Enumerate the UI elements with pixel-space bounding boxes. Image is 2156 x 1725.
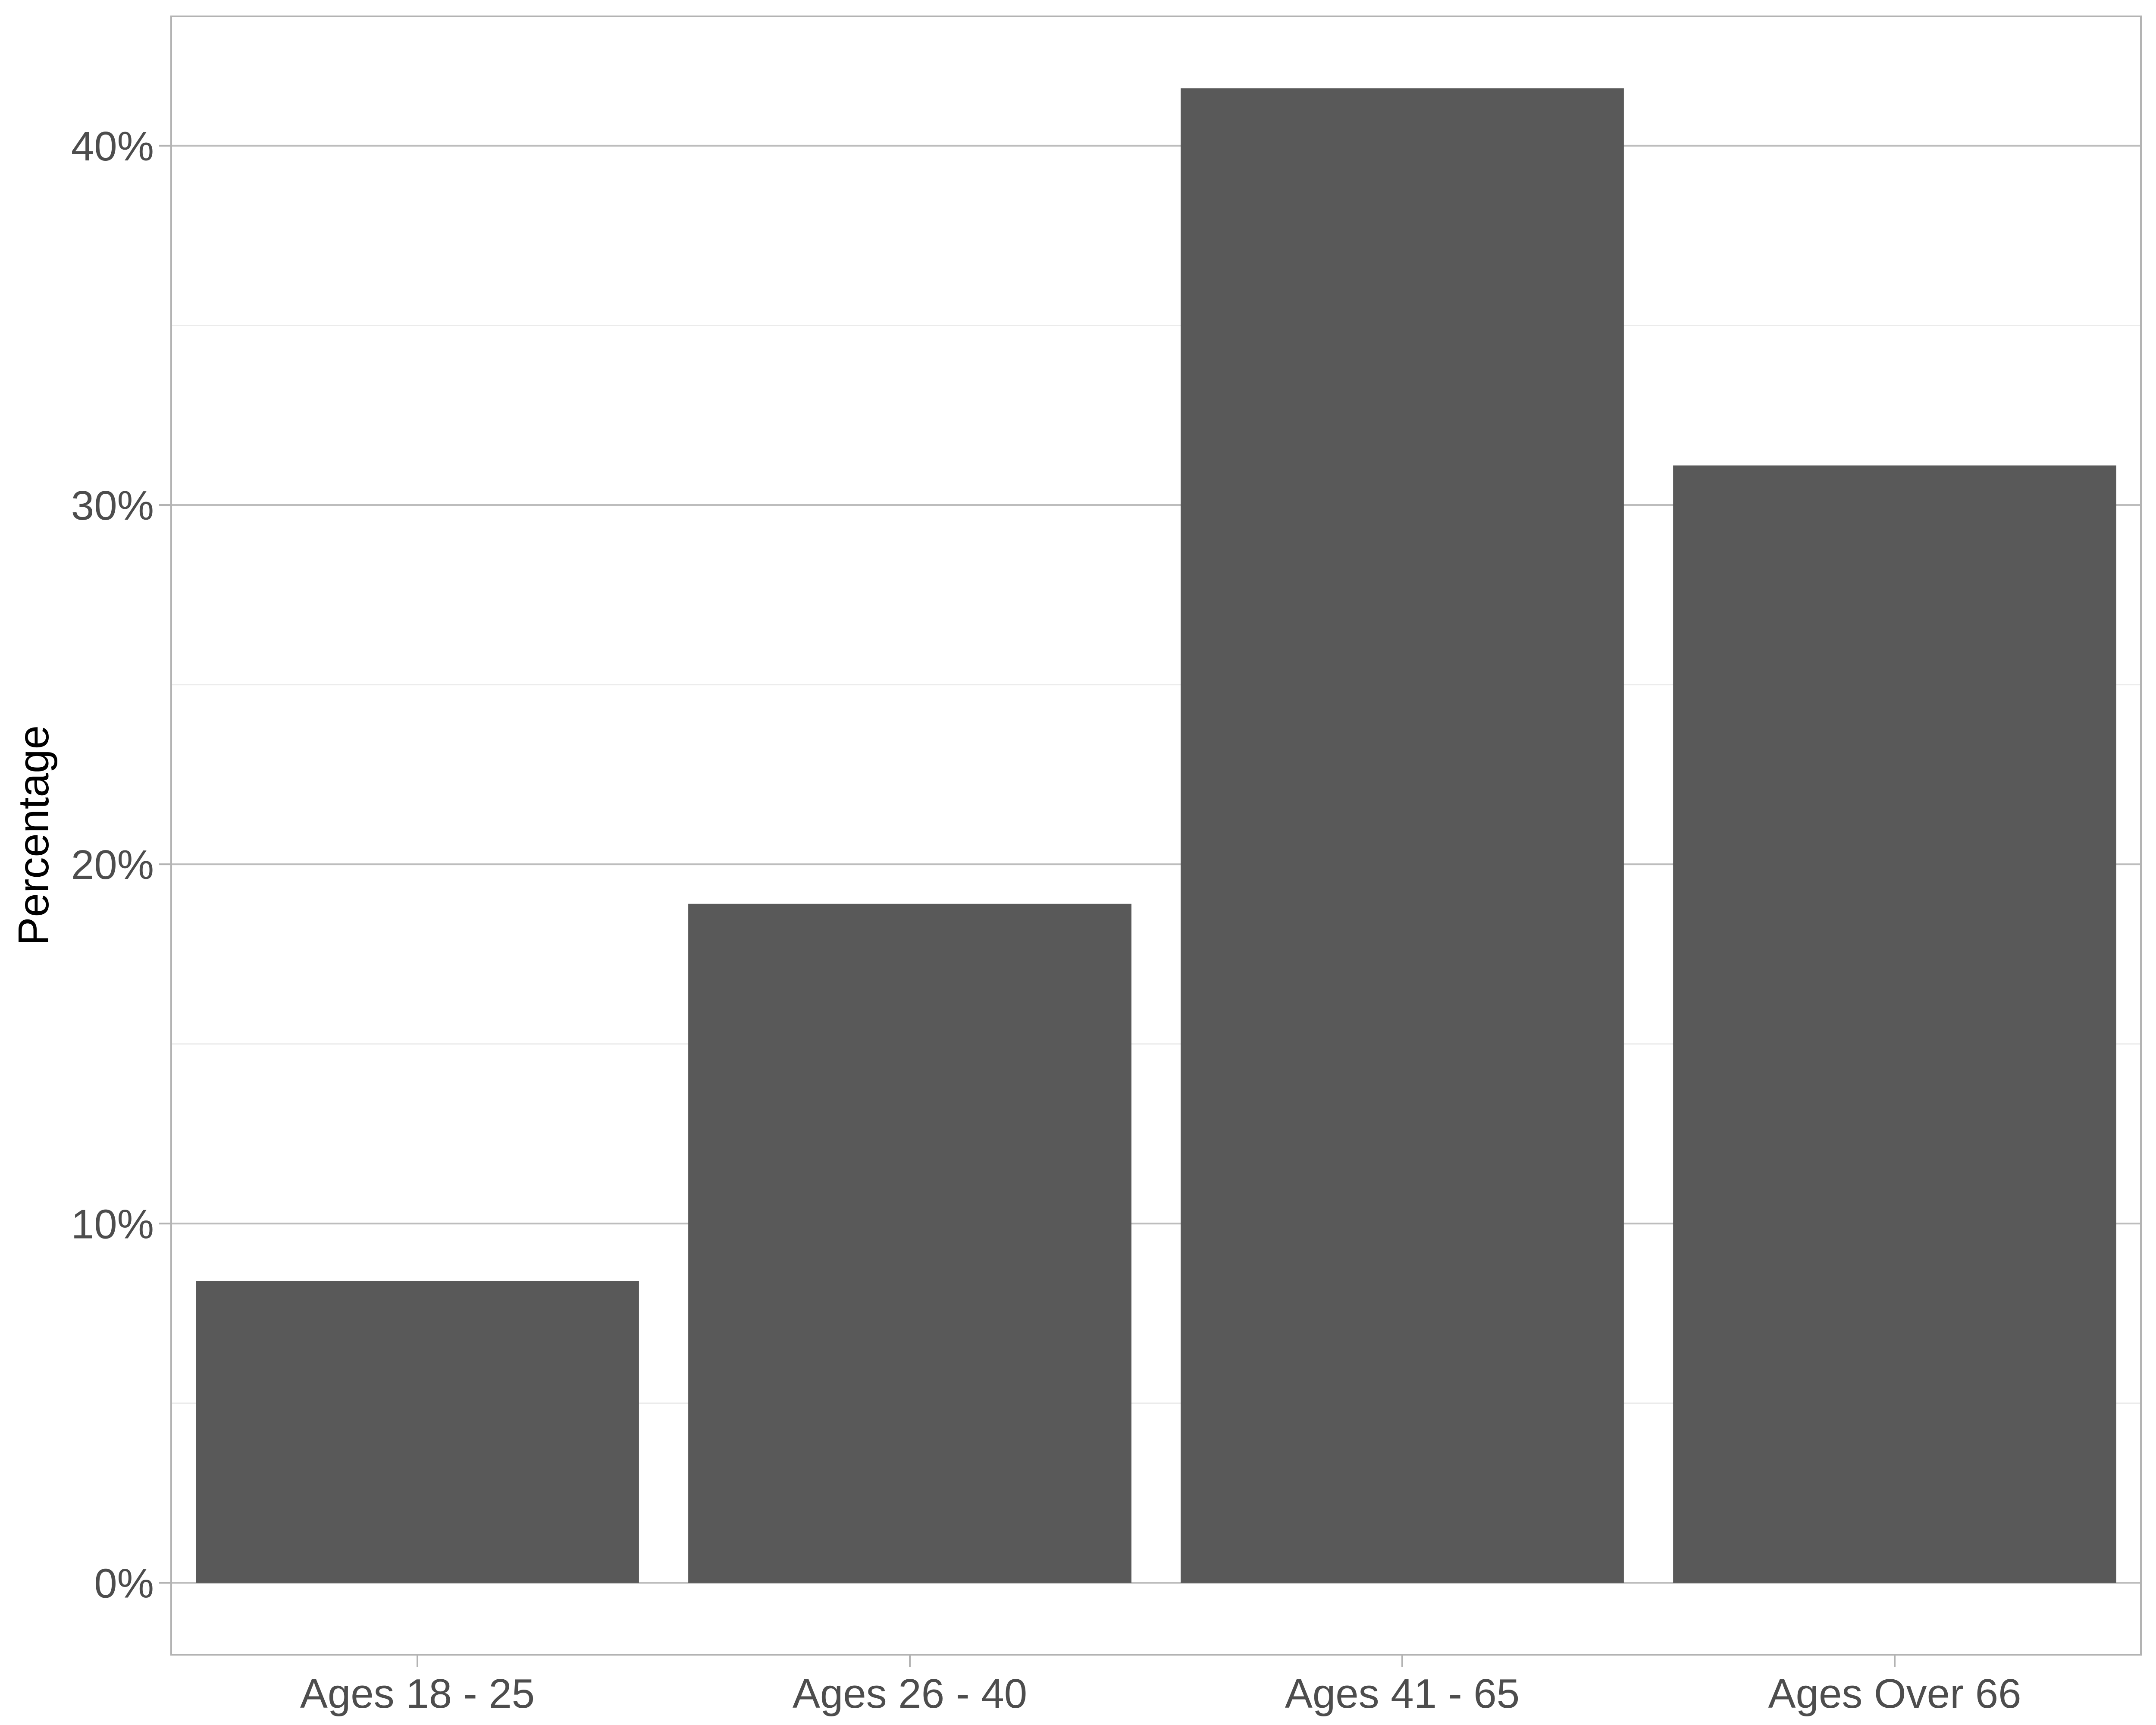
y-tick-label: 30% [71, 483, 154, 529]
y-tick-label: 40% [71, 123, 154, 169]
x-tick-label: Ages 18 - 25 [300, 1671, 535, 1717]
x-tick-label: Ages 26 - 40 [793, 1671, 1027, 1717]
bar [1673, 465, 2116, 1583]
x-tick-label: Ages Over 66 [1768, 1671, 2021, 1717]
bars [196, 88, 2116, 1583]
panel-border [170, 16, 2142, 1656]
y-tick-label: 10% [71, 1201, 154, 1247]
y-axis-title: Percentage [9, 725, 58, 946]
x-tick-label: Ages 41 - 65 [1285, 1671, 1520, 1717]
y-tick-label: 20% [71, 842, 154, 888]
bar [688, 903, 1131, 1583]
y-tick-label: 0% [94, 1560, 154, 1606]
bar [1181, 88, 1624, 1583]
x-axis-ticks: Ages 18 - 25 Ages 26 - 40 Ages 41 - 65 Ages… [300, 1655, 2021, 1717]
y-axis-ticks: 0% 10% 20% 30% 40% [71, 123, 171, 1606]
bar [196, 1281, 639, 1583]
